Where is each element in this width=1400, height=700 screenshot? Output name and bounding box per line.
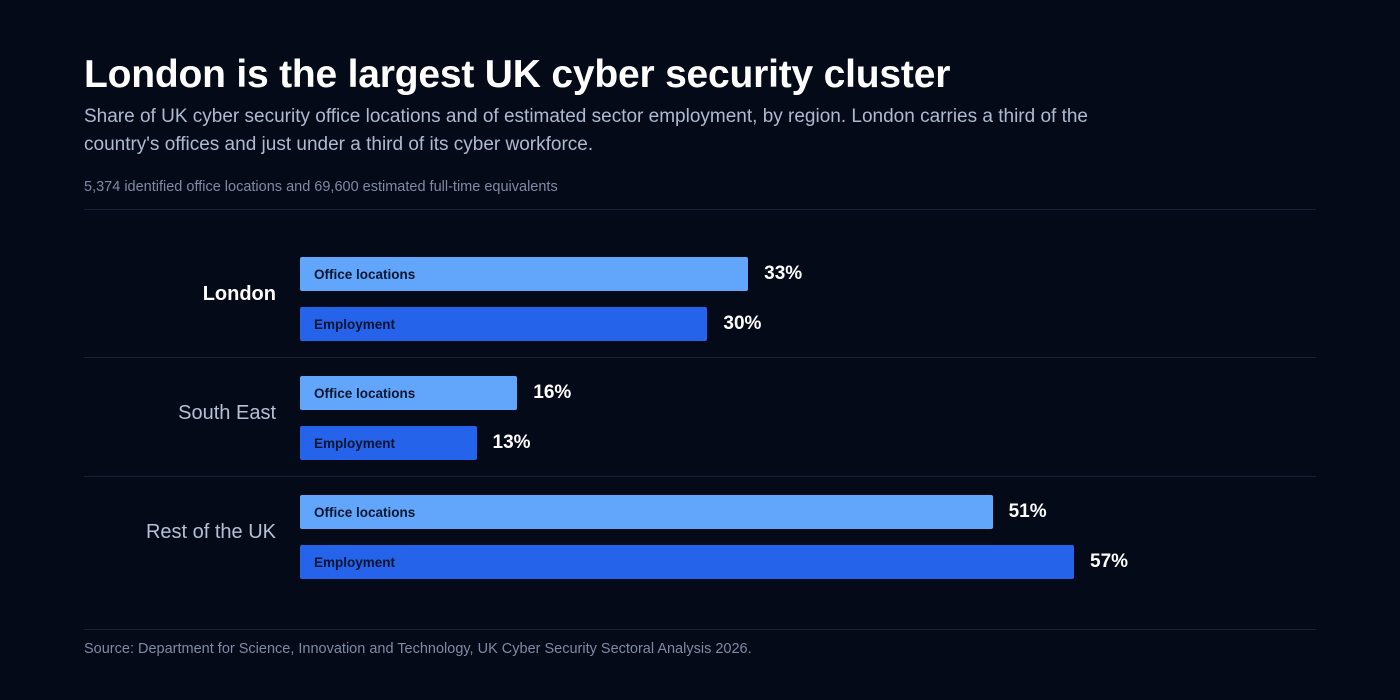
bar-london-employment: Employment (300, 307, 708, 341)
header-divider (84, 209, 1316, 210)
chart-note: 5,374 identified office locations and 69… (84, 179, 558, 195)
value-label-rest-of-the-uk-employment: 57% (1090, 551, 1129, 572)
category-label-london: London (202, 283, 276, 305)
bar-south-east-employment: Employment (300, 426, 477, 460)
bar-series-label: Office locations (314, 504, 416, 520)
value-label-south-east-office-locations: 16% (533, 382, 572, 403)
bar-london-office-locations: Office locations (300, 257, 749, 291)
category-label-rest-of-the-uk: Rest of the UK (145, 521, 276, 543)
value-label-london-employment: 30% (723, 313, 762, 334)
group-separator (84, 357, 1316, 358)
value-label-london-office-locations: 33% (764, 263, 803, 284)
bar-series-label: Office locations (314, 266, 416, 282)
chart-subtitle: Share of UK cyber security office locati… (84, 106, 1089, 155)
value-label-rest-of-the-uk-office-locations: 51% (1008, 501, 1047, 522)
chart-title: London is the largest UK cyber security … (84, 53, 951, 96)
source-note: Source: Department for Science, Innovati… (84, 641, 752, 657)
group-separator (84, 476, 1316, 477)
bar-series-label: Employment (314, 435, 396, 451)
category-label-south-east: South East (178, 402, 276, 424)
bar-south-east-office-locations: Office locations (300, 376, 518, 410)
value-label-south-east-employment: 13% (492, 432, 531, 453)
bar-series-label: Employment (314, 316, 396, 332)
bar-rest-of-the-uk-employment: Employment (300, 545, 1075, 579)
bar-series-label: Office locations (314, 385, 416, 401)
bar-rest-of-the-uk-office-locations: Office locations (300, 495, 993, 529)
bar-series-label: Employment (314, 554, 396, 570)
footer-divider (84, 629, 1316, 630)
